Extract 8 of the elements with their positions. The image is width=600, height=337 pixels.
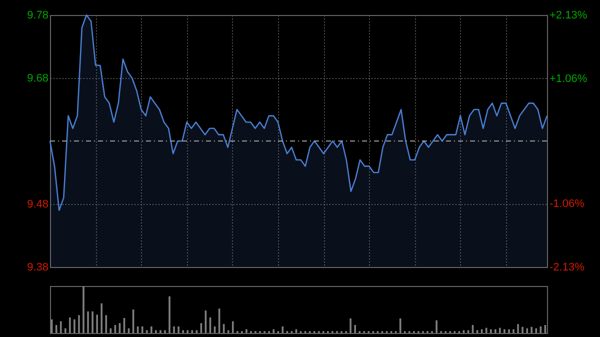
y-tick-label: 9.68 [27, 72, 48, 84]
y-tick-label: 9.38 [27, 262, 48, 274]
y2-tick-label: +1.06% [550, 72, 588, 85]
y2-tick-label: -2.13% [550, 262, 585, 274]
y-tick-label: 9.78 [27, 10, 48, 22]
y2-tick-label: -1.06% [550, 198, 585, 210]
y-tick-label: 9.48 [27, 198, 48, 210]
y2-tick-label: +2.13% [550, 10, 588, 22]
